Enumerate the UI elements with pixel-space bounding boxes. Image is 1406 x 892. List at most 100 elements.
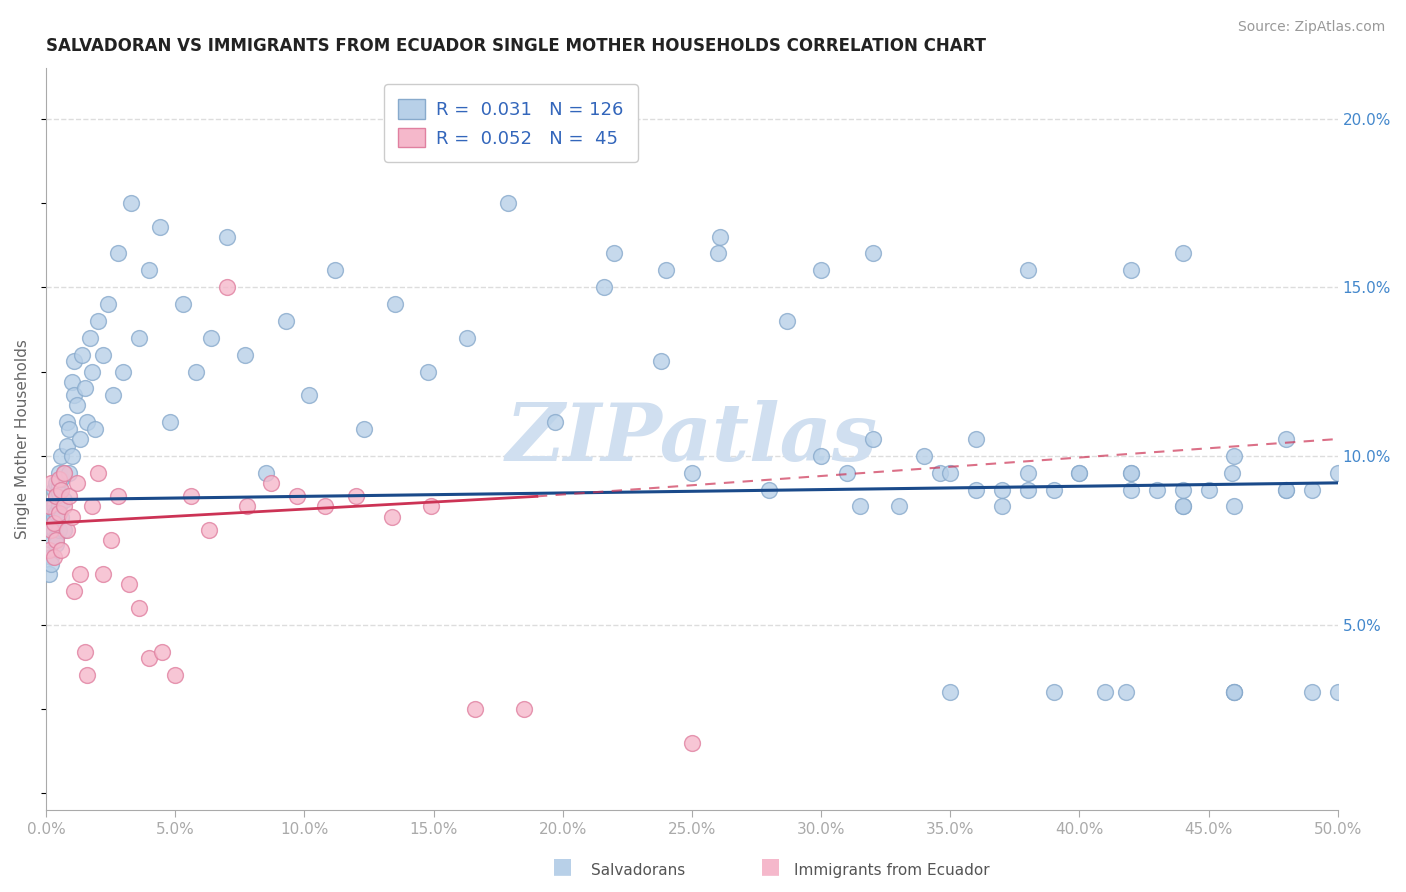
Point [112,365,135,379]
Point [55,439,77,453]
Point [38,543,60,558]
Point [51,543,73,558]
Point [1171,246,1194,260]
Point [45,506,67,520]
Point [86,466,108,480]
Point [215,229,238,244]
Point [1119,263,1142,277]
Point [42,483,65,497]
Point [84,422,107,436]
Point [681,466,703,480]
Point [73,644,96,658]
Point [45,533,67,548]
Point [39,557,62,571]
Point [101,388,124,402]
Point [63,354,86,368]
Point [184,365,207,379]
Point [82,500,104,514]
Point [149,219,172,234]
Point [66,398,89,412]
Point [55,523,77,537]
Point [912,449,935,463]
Point [344,489,367,503]
Point [107,489,129,503]
Point [498,195,520,210]
Point [1042,483,1064,497]
Point [42,550,65,565]
Point [45,475,67,490]
Point [138,651,160,665]
Point [965,432,987,446]
Text: Source: ZipAtlas.com: Source: ZipAtlas.com [1237,20,1385,34]
Point [86,314,108,328]
Point [991,500,1014,514]
Point [39,523,62,537]
Point [42,509,65,524]
Point [165,668,187,682]
Point [58,489,80,503]
Point [79,331,101,345]
Point [60,509,83,524]
Point [991,483,1014,497]
Point [298,388,321,402]
Point [51,509,73,524]
Point [51,473,73,487]
Point [1223,685,1246,699]
Point [1198,483,1220,497]
Point [862,432,884,446]
Point [82,365,104,379]
Point [709,229,731,244]
Point [117,577,139,591]
Point [76,668,98,682]
Point [1119,466,1142,480]
Point [939,466,962,480]
Point [69,566,91,581]
Point [706,246,728,260]
Point [1275,432,1298,446]
Point [1069,466,1091,480]
Point [810,449,832,463]
Point [276,314,298,328]
Point [107,246,129,260]
Point [60,449,83,463]
Point [48,500,70,514]
Point [835,466,858,480]
Point [215,280,238,294]
Point [1223,500,1246,514]
Point [1275,483,1298,497]
Point [1171,500,1194,514]
Point [655,263,678,277]
Point [38,500,60,514]
Point [48,506,70,520]
Point [1119,466,1142,480]
Point [45,489,67,503]
Text: Salvadorans: Salvadorans [591,863,685,878]
Point [1119,483,1142,497]
Point [42,516,65,531]
Point [63,388,86,402]
Point [120,195,142,210]
Point [513,702,536,716]
Point [1171,483,1194,497]
Text: SALVADORAN VS IMMIGRANTS FROM ECUADOR SINGLE MOTHER HOUSEHOLDS CORRELATION CHART: SALVADORAN VS IMMIGRANTS FROM ECUADOR SI… [46,37,986,55]
Point [172,297,194,311]
Point [39,516,62,531]
Point [150,644,173,658]
Point [53,492,76,507]
Point [53,466,76,480]
Point [1326,685,1348,699]
Point [1042,685,1064,699]
Text: ■: ■ [553,856,572,876]
Point [38,523,60,537]
Point [138,263,160,277]
Point [48,523,70,537]
Point [603,246,626,260]
Point [38,566,60,581]
Point [45,536,67,550]
Point [73,381,96,395]
Point [60,375,83,389]
Point [593,280,616,294]
Point [353,422,375,436]
Point [233,348,256,362]
Point [1223,449,1246,463]
